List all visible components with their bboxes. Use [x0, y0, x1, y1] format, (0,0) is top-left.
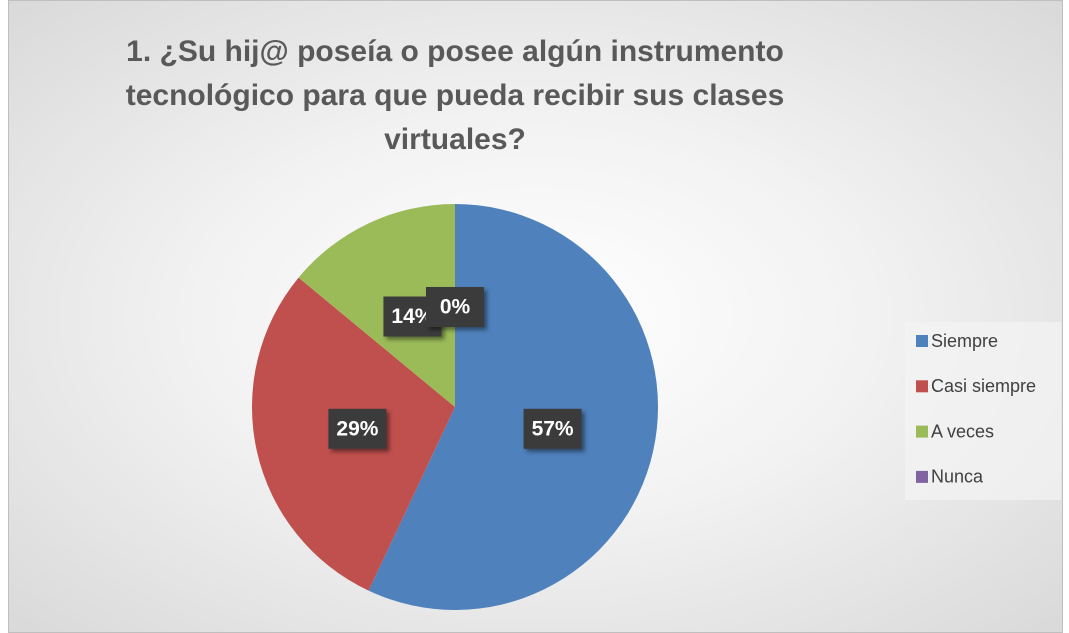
data-label: 14% — [391, 305, 433, 328]
legend-label: Casi siempre — [931, 376, 1036, 396]
legend-label: Siempre — [931, 331, 998, 351]
chart-title: 1. ¿Su hij@ poseía o posee algún instrum… — [125, 35, 785, 156]
legend-box — [905, 322, 1061, 500]
legend-label: Nunca — [931, 467, 984, 487]
legend-swatch — [916, 380, 928, 393]
data-label-box — [328, 408, 387, 449]
data-label: 0% — [440, 296, 471, 319]
pie-slice — [298, 204, 455, 407]
legend-swatch — [916, 470, 928, 483]
legend-label: A veces — [931, 421, 994, 441]
pie-slice — [368, 204, 658, 610]
data-label-box — [523, 408, 582, 449]
data-label-box — [426, 287, 484, 327]
legend-swatch — [916, 335, 928, 347]
data-label: 57% — [532, 417, 574, 440]
legend-swatch — [916, 425, 928, 438]
data-label: 29% — [336, 417, 378, 440]
